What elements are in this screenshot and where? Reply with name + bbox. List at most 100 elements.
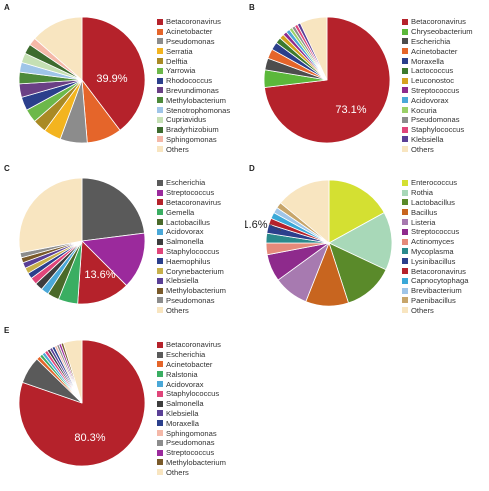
legend-label: Staphylococcus <box>166 389 220 399</box>
legend-label: Lysinibacillus <box>411 256 456 266</box>
legend-d: Enterococcus Rothia Lactobacillus Bacillus L… <box>402 178 488 315</box>
legend-swatch <box>157 268 163 275</box>
betacoronavirus-percent-label: 1.6% <box>245 219 268 231</box>
legend-label: Others <box>166 305 189 315</box>
legend-swatch <box>402 126 408 133</box>
legend-b: Betacoronavirus Chryseobacterium Escherich… <box>402 17 488 154</box>
legend-swatch <box>157 126 163 133</box>
legend-swatch <box>157 107 163 114</box>
legend-label: Klebsiella <box>166 276 199 286</box>
panel-letter: B <box>249 3 255 12</box>
legend-label: Lactobacillus <box>411 197 455 207</box>
legend-swatch <box>402 258 408 265</box>
legend-item-kocuria: Kocuria <box>402 105 488 115</box>
legend-item-acinetobacter: Acinetobacter <box>157 360 243 370</box>
legend-label: Acinetobacter <box>411 46 458 56</box>
legend-swatch <box>402 18 408 25</box>
legend-swatch <box>402 228 408 235</box>
legend-swatch <box>402 136 408 143</box>
legend-label: Moraxella <box>411 56 444 66</box>
legend-item-streptococcus: Streptococcus <box>157 188 243 198</box>
legend-item-streptococcus: Streptococcus <box>157 448 243 458</box>
legend-swatch <box>157 228 163 235</box>
legend-label: Others <box>411 305 434 315</box>
legend-swatch <box>402 97 408 104</box>
legend-item-capnocytophaga: Capnocytophaga <box>402 276 488 286</box>
pie-slice-betacoronavirus <box>77 240 128 305</box>
pie-chart-d: 1.6% <box>245 179 393 307</box>
legend-swatch <box>402 199 408 206</box>
legend-swatch <box>157 179 163 186</box>
legend-label: Betacoronavirus <box>166 197 221 207</box>
legend-swatch <box>157 439 163 446</box>
legend-item-bacillus: Bacillus <box>402 207 488 217</box>
legend-item-pseudomonas: Pseudomonas <box>402 115 488 125</box>
legend-item-escherichia: Escherichia <box>157 350 243 360</box>
legend-item-streptococcus: Streptococcus <box>402 86 488 96</box>
legend-swatch <box>402 87 408 94</box>
legend-label: Betacoronavirus <box>411 17 466 27</box>
legend-swatch <box>157 189 163 196</box>
legend-label: Pseudomonas <box>411 115 460 125</box>
legend-label: Salmonella <box>166 399 204 409</box>
legend-item-sphingomonas: Sphingomonas <box>157 135 243 145</box>
legend-swatch <box>157 287 163 294</box>
legend-label: Methylobacterium <box>166 457 226 467</box>
legend-item-others: Others <box>157 467 243 477</box>
legend-item-moraxella: Moraxella <box>157 418 243 428</box>
legend-label: Others <box>411 144 434 154</box>
legend-swatch <box>402 277 408 284</box>
legend-item-delftia: Delftia <box>157 56 243 66</box>
legend-swatch <box>402 67 408 74</box>
legend-item-lactococcus: Lactococcus <box>402 66 488 76</box>
legend-item-chryseobacterium: Chryseobacterium <box>402 27 488 37</box>
legend-swatch <box>402 28 408 35</box>
legend-item-others: Others <box>157 305 243 315</box>
legend-label: Corynebacterium <box>166 266 224 276</box>
legend-swatch <box>157 410 163 417</box>
panel-letter: E <box>4 326 10 335</box>
pie-chart-a: 39.9% <box>18 16 146 144</box>
betacoronavirus-percent-label: 73.1% <box>335 104 366 116</box>
legend-label: Sphingomonas <box>166 134 217 144</box>
pie-slice-enterococcus <box>328 179 385 244</box>
legend-swatch <box>402 146 408 153</box>
legend-label: Acinetobacter <box>166 27 213 37</box>
legend-swatch <box>402 219 408 226</box>
legend-label: Haemophilus <box>166 256 211 266</box>
legend-swatch <box>157 371 163 378</box>
legend-label: Sphingomonas <box>166 428 217 438</box>
legend-swatch <box>157 297 163 304</box>
legend-item-enterococcus: Enterococcus <box>402 178 488 188</box>
legend-swatch <box>157 248 163 255</box>
legend-item-methylobacterium: Methylobacterium <box>157 286 243 296</box>
legend-item-actinomyces: Actinomyces <box>402 237 488 247</box>
legend-label: Pseudomonas <box>166 295 215 305</box>
betacoronavirus-percent-label: 80.3% <box>74 432 105 444</box>
legend-item-betacoronavirus: Betacoronavirus <box>157 340 243 350</box>
legend-item-klebsiella: Klebsiella <box>157 409 243 419</box>
panel-e: E 80.3% Betacoronavirus Escherichia Acinet… <box>0 326 244 486</box>
pie-slice-betacoronavirus <box>81 16 146 131</box>
legend-label: Escherichia <box>166 350 206 360</box>
legend-item-betacoronavirus: Betacoronavirus <box>157 17 243 27</box>
legend-label: Escherichia <box>166 178 206 188</box>
legend-swatch <box>157 361 163 368</box>
legend-swatch <box>157 116 163 123</box>
legend-item-salmonella: Salmonella <box>157 399 243 409</box>
pie-slice-others <box>279 179 330 244</box>
legend-swatch <box>402 48 408 55</box>
panel-a: A 39.9% Betacoronavirus Acinetobacter Pseu… <box>0 3 244 163</box>
legend-label: Bacillus <box>411 207 438 217</box>
legend-label: Serratia <box>166 46 193 56</box>
panel-letter: C <box>4 164 10 173</box>
legend-label: Bradyrhizobium <box>166 125 219 135</box>
legend-label: Others <box>166 467 189 477</box>
legend-swatch <box>402 248 408 255</box>
pie-chart-c: 13.6% <box>18 177 146 305</box>
legend-label: Yarrowia <box>166 66 196 76</box>
legend-label: Rothia <box>411 188 433 198</box>
legend-item-acidovorax: Acidovorax <box>157 379 243 389</box>
legend-item-methylobacterium: Methylobacterium <box>157 95 243 105</box>
legend-item-listeria: Listeria <box>402 217 488 227</box>
